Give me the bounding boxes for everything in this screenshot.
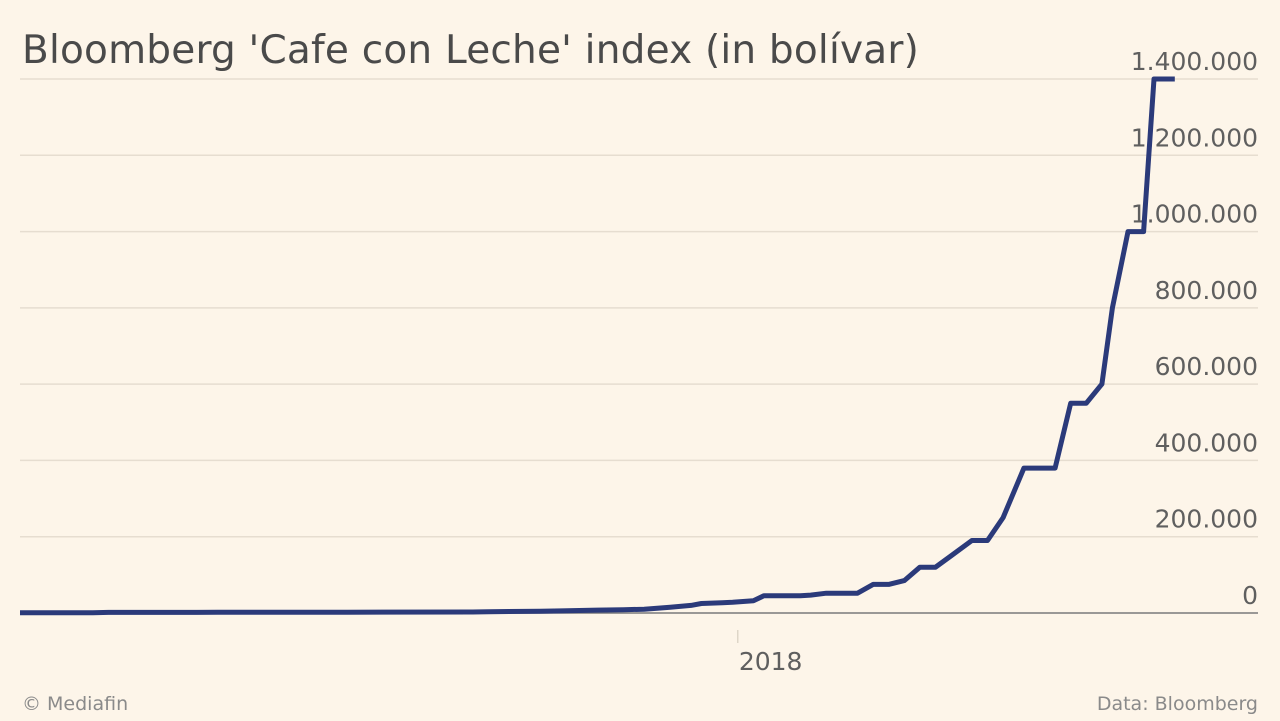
y-tick-label: 0	[1242, 581, 1258, 610]
source-text: Data: Bloomberg	[1096, 693, 1258, 715]
series-layer	[20, 76, 1175, 616]
y-axis-ticks: 0 200.000 400.000 600.000 800.000 1.000.000 1.…	[1131, 47, 1258, 610]
y-tick-label: 600.000	[1155, 352, 1258, 381]
y-tick-label: 400.000	[1155, 428, 1258, 457]
series-line	[20, 76, 1175, 616]
y-tick-label: 800.000	[1155, 276, 1258, 305]
x-tick-label: 2018	[739, 647, 803, 676]
y-tick-label: 1.000.000	[1131, 200, 1258, 229]
chart-title: Bloomberg 'Cafe con Leche' index (in bol…	[22, 28, 920, 73]
x-axis-ticks: 2018	[737, 630, 803, 676]
credit-text: © Mediafin	[22, 693, 129, 715]
y-tick-label: 1.400.000	[1131, 47, 1258, 76]
grid-lines	[20, 78, 1258, 614]
y-tick-label: 200.000	[1155, 505, 1258, 534]
